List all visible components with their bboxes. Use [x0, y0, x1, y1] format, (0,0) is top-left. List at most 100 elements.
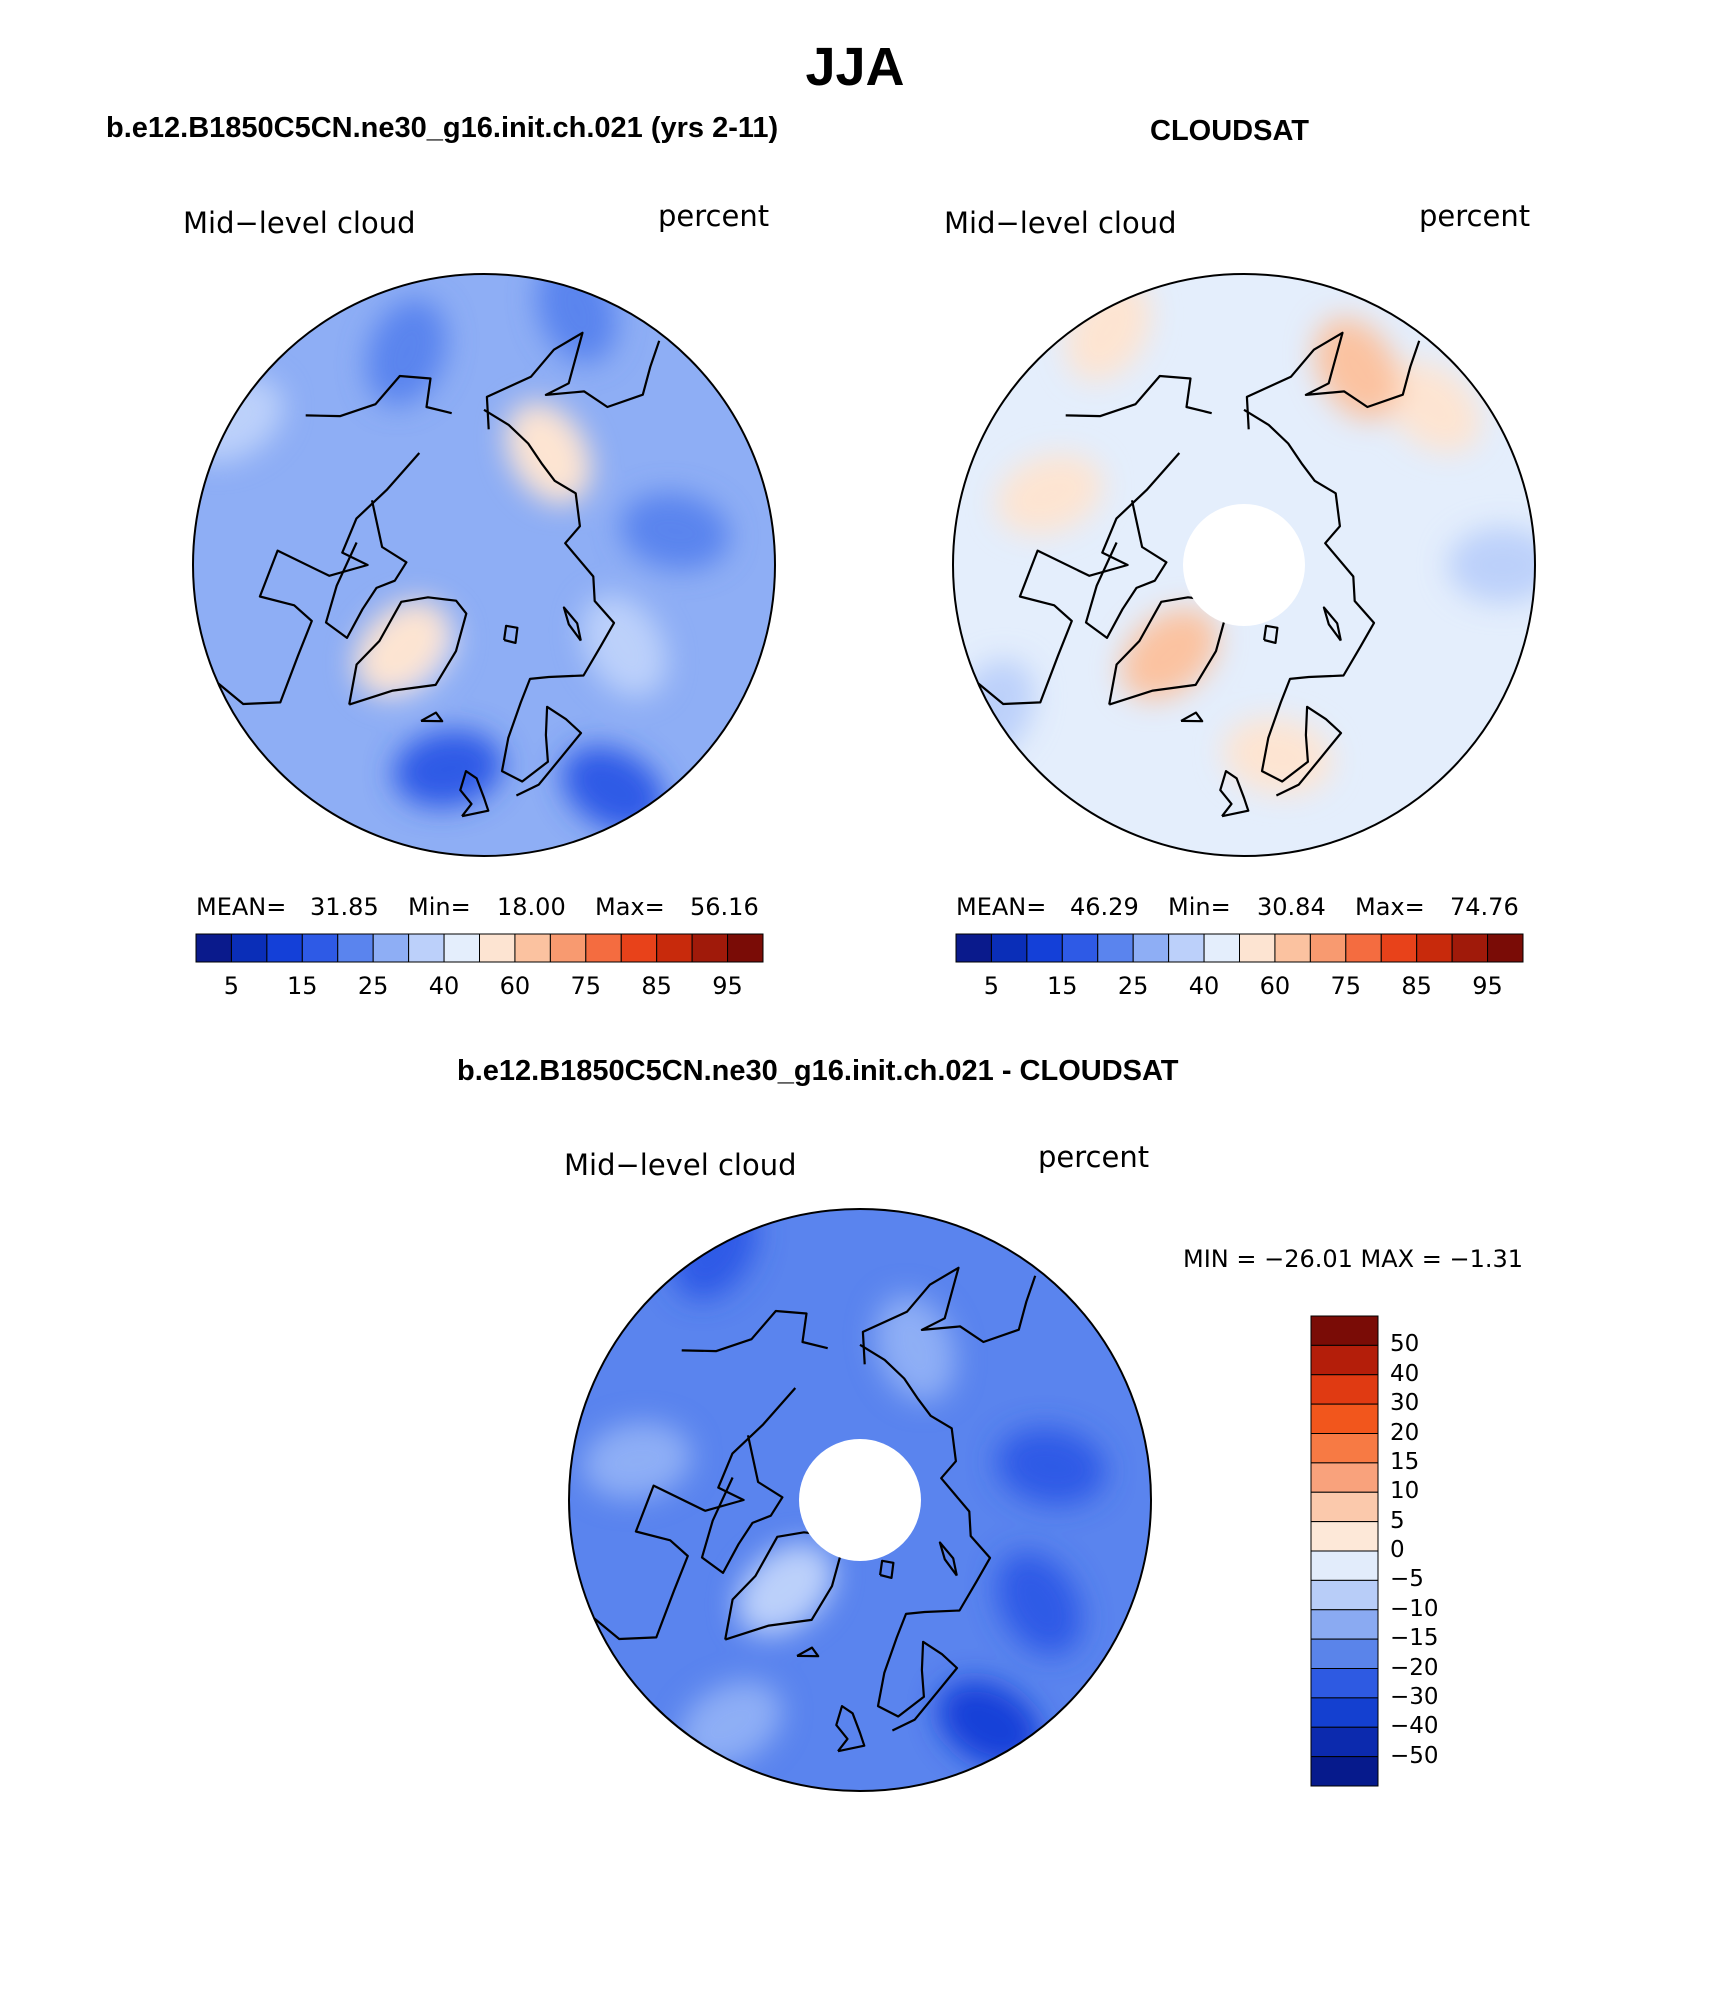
colorbar-tick-label: 15 [1390, 1448, 1420, 1475]
panel-1-min-value: 18.00 [497, 893, 566, 921]
colorbar-swatch [514, 933, 551, 963]
coastline [1243, 408, 1376, 797]
colorbar-swatch [585, 933, 622, 963]
map-cloudsat-coastlines [977, 331, 1421, 818]
colorbar-swatch [1310, 1668, 1379, 1699]
colorbar-tick-label: 10 [1390, 1478, 1420, 1505]
coastline [835, 1705, 866, 1753]
coastline [1263, 624, 1279, 644]
colorbar-swatch [1310, 1726, 1379, 1758]
map-difference [568, 1208, 1152, 1792]
colorbar-swatch [301, 933, 339, 963]
colorbar-tick-label: 5 [983, 972, 1000, 1000]
colorbar-tick-label: −40 [1390, 1713, 1439, 1740]
colorbar-swatch [620, 933, 658, 963]
colorbar-tick-label: 25 [357, 972, 389, 1000]
colorbar-tick-label: 85 [1401, 972, 1432, 1000]
colorbar-swatch [1451, 933, 1489, 963]
colorbar-tick-label: −50 [1390, 1742, 1439, 1769]
colorbar-swatch [1168, 933, 1205, 963]
colorbar-tick-label: 75 [570, 972, 602, 1000]
colorbar-tick-label: 85 [641, 972, 672, 1000]
map-patch [393, 730, 503, 808]
panel-1-unit-label: percent [658, 199, 770, 233]
colorbar-swatch [691, 933, 729, 963]
colorbar-swatch [443, 933, 480, 963]
coastline [420, 711, 444, 723]
colorbar-swatch [955, 933, 992, 963]
map-difference-border [568, 1208, 1152, 1792]
panel-3-variable-label: Mid−level cloud [564, 1148, 797, 1182]
coastline [324, 500, 408, 639]
colorbar-swatch [1310, 1491, 1379, 1523]
colorbar-tick-label: 40 [428, 972, 460, 1000]
coastline [348, 596, 468, 706]
panel-1-mean-value: 31.85 [310, 893, 379, 921]
coastline [1322, 606, 1342, 642]
colorbar-tick-label: 40 [1188, 972, 1220, 1000]
map-patch [996, 453, 1103, 535]
map-patch [620, 492, 730, 570]
map-model-base [193, 274, 775, 856]
map-model [192, 273, 776, 857]
coastline [1245, 331, 1421, 430]
panel-1-title: b.e12.B1850C5CN.ne30_g16.init.ch.021 (yr… [106, 112, 779, 144]
colorbar-tick-label: −5 [1390, 1566, 1424, 1593]
colorbar-tick-label: 5 [223, 972, 240, 1000]
coastline [859, 1343, 992, 1732]
panel-2-min-value: 30.84 [1257, 893, 1326, 921]
panel-1-max-value: 56.16 [690, 893, 759, 921]
map-patch [1383, 361, 1481, 453]
coastline [305, 374, 452, 418]
coastline [1065, 374, 1212, 418]
map-patch [996, 1552, 1083, 1655]
coastline [503, 624, 519, 644]
map-cloudsat-border [952, 273, 1536, 857]
colorbar-swatch [990, 933, 1028, 963]
colorbar-swatch [230, 933, 268, 963]
figure-title: JJA [805, 37, 905, 97]
map-difference-polar-gap [799, 1439, 921, 1561]
coastline [938, 1541, 958, 1577]
coastline [681, 1309, 828, 1353]
colorbar-swatch [195, 933, 232, 963]
map-cloudsat-polar-gap [1183, 504, 1305, 626]
colorbar-tick-label: 20 [1390, 1419, 1420, 1446]
colorbar-swatch [1310, 1609, 1379, 1640]
panel-2-colorbar [955, 933, 1524, 963]
colorbar-tick-label: 5 [1390, 1507, 1405, 1534]
colorbar-swatch [337, 933, 374, 963]
colorbar-swatch [1310, 1403, 1379, 1434]
colorbar-tick-label: 60 [1259, 972, 1291, 1000]
colorbar-swatch [479, 933, 516, 963]
colorbar-swatch [1310, 1550, 1379, 1581]
colorbar-tick-label: −30 [1390, 1683, 1439, 1710]
colorbar-swatch [727, 933, 764, 963]
coastline [217, 452, 421, 706]
colorbar-swatch [1132, 933, 1170, 963]
colorbar-swatch [1203, 933, 1240, 963]
colorbar-swatch [1310, 1433, 1379, 1464]
colorbar-swatch [656, 933, 693, 963]
panel-2-min-label: Min= [1168, 893, 1231, 921]
colorbar-swatch [1239, 933, 1276, 963]
coastline [1219, 770, 1250, 818]
panel-3-title: b.e12.B1850C5CN.ne30_g16.init.ch.021 - C… [457, 1055, 1179, 1087]
colorbar-swatch [1310, 1756, 1379, 1787]
map-model-border [192, 273, 776, 857]
colorbar-swatch [1309, 933, 1347, 963]
panel-3-unit-label: percent [1038, 1140, 1150, 1174]
panel-1-variable-label: Mid−level cloud [183, 206, 416, 240]
colorbar-tick-label: 60 [499, 972, 531, 1000]
colorbar-swatch [1274, 933, 1311, 963]
coastline [861, 1266, 1037, 1365]
difference-colorbar [1310, 1315, 1379, 1787]
panel-1-max-label: Max= [595, 893, 665, 921]
map-patch [1447, 527, 1535, 603]
map-patch [1314, 317, 1401, 421]
colorbar-tick-label: 40 [1390, 1360, 1420, 1387]
map-patch [505, 401, 592, 505]
colorbar-tick-label: 0 [1390, 1537, 1405, 1563]
colorbar-tick-label: −20 [1390, 1654, 1439, 1681]
